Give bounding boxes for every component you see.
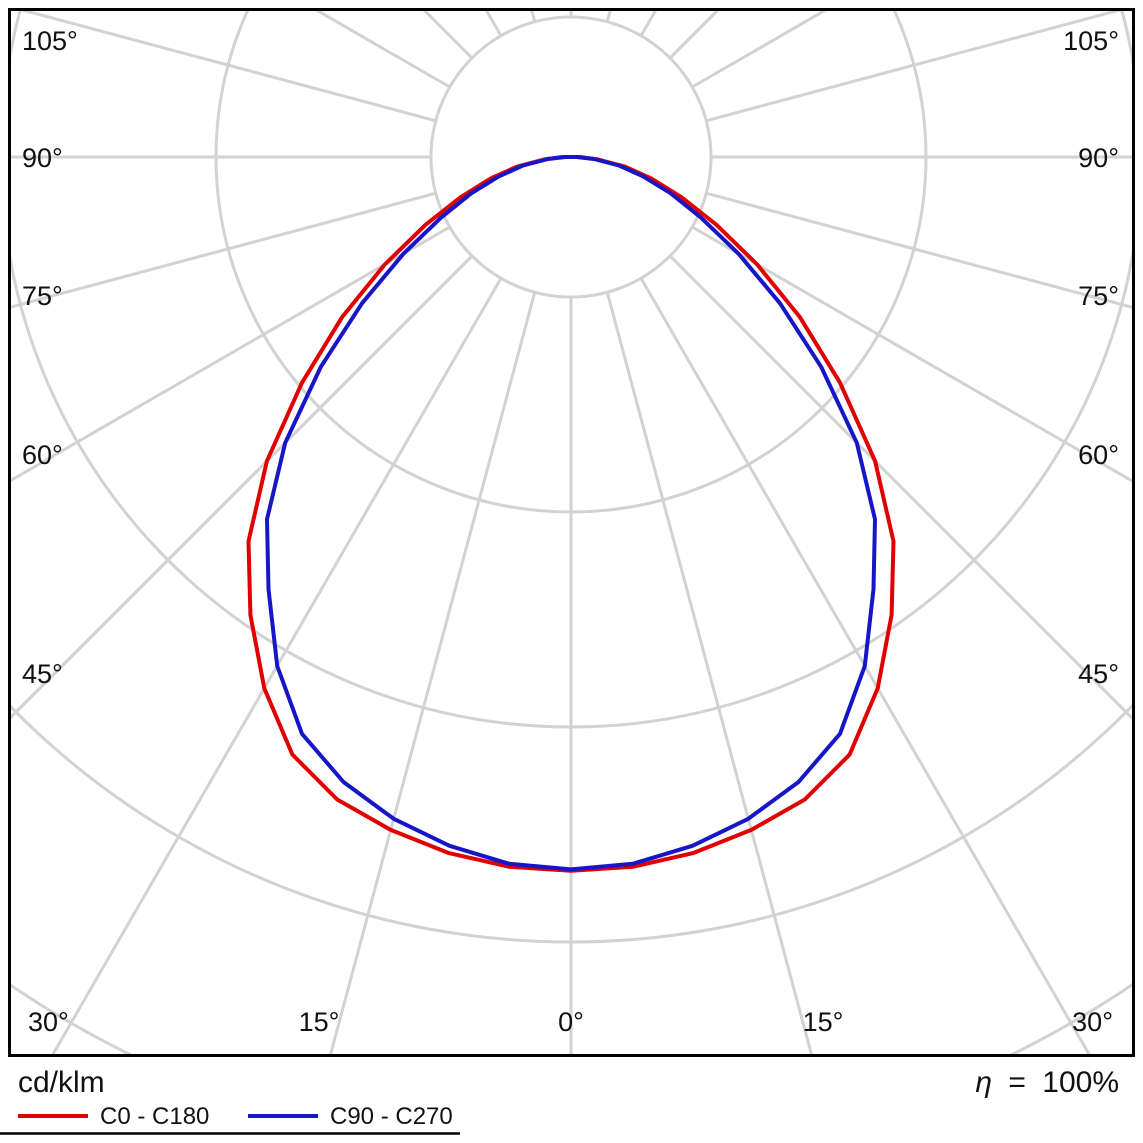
- angle-label-left-105: 105°: [22, 26, 78, 56]
- grid-radial-line: [50, 277, 503, 1056]
- angle-label-left-45: 45°: [22, 659, 63, 689]
- eta-value: 100%: [1042, 1066, 1119, 1099]
- angle-label-right-60: 60°: [1078, 440, 1119, 470]
- curve-c90-c270: [265, 155, 877, 872]
- angle-label-left-60: 60°: [22, 440, 63, 470]
- legend: C0 - C180 C90 - C270: [0, 1103, 460, 1135]
- angle-label-left-30: 30°: [28, 1007, 69, 1037]
- angle-label-bottom-0: 0°: [558, 1007, 584, 1037]
- grid-radial-line: [14, 9, 437, 123]
- angle-label-right-75: 75°: [1078, 281, 1119, 311]
- grid-radial-line: [328, 291, 537, 1056]
- grid-radial-line: [691, 225, 1134, 484]
- intensity-curves: [246, 155, 896, 873]
- legend-label-c90-c270: C90 - C270: [330, 1103, 453, 1130]
- grid-radial-line: [705, 9, 1128, 123]
- angle-label-left-75: 75°: [22, 281, 63, 311]
- efficiency-label: η = 100%: [975, 1066, 1119, 1099]
- angle-label-right-90: 90°: [1078, 143, 1119, 173]
- eta-symbol: η: [975, 1066, 992, 1099]
- angle-label-left-90: 90°: [22, 143, 63, 173]
- plot-border: [8, 8, 1135, 1057]
- grid-radial-line: [668, 254, 1134, 722]
- grid-radial-line: [605, 291, 814, 1056]
- grid-radial-line: [9, 254, 474, 721]
- angle-label-right-45: 45°: [1078, 659, 1119, 689]
- grid-radial-line: [9, 191, 437, 310]
- eta-equals: =: [1008, 1066, 1026, 1099]
- angle-label-right-30: 30°: [1072, 1007, 1113, 1037]
- angle-label-bottom-15-right: 15°: [803, 1007, 844, 1037]
- grid-radial-line: [9, 225, 451, 483]
- legend-label-c0-c180: C0 - C180: [100, 1103, 209, 1130]
- units-label: cd/klm: [18, 1066, 105, 1099]
- angle-label-right-105: 105°: [1063, 26, 1119, 56]
- angle-label-bottom-15-left: 15°: [299, 1007, 340, 1037]
- grid-radial-line: [639, 277, 1092, 1056]
- grid-radial-line: [705, 191, 1134, 310]
